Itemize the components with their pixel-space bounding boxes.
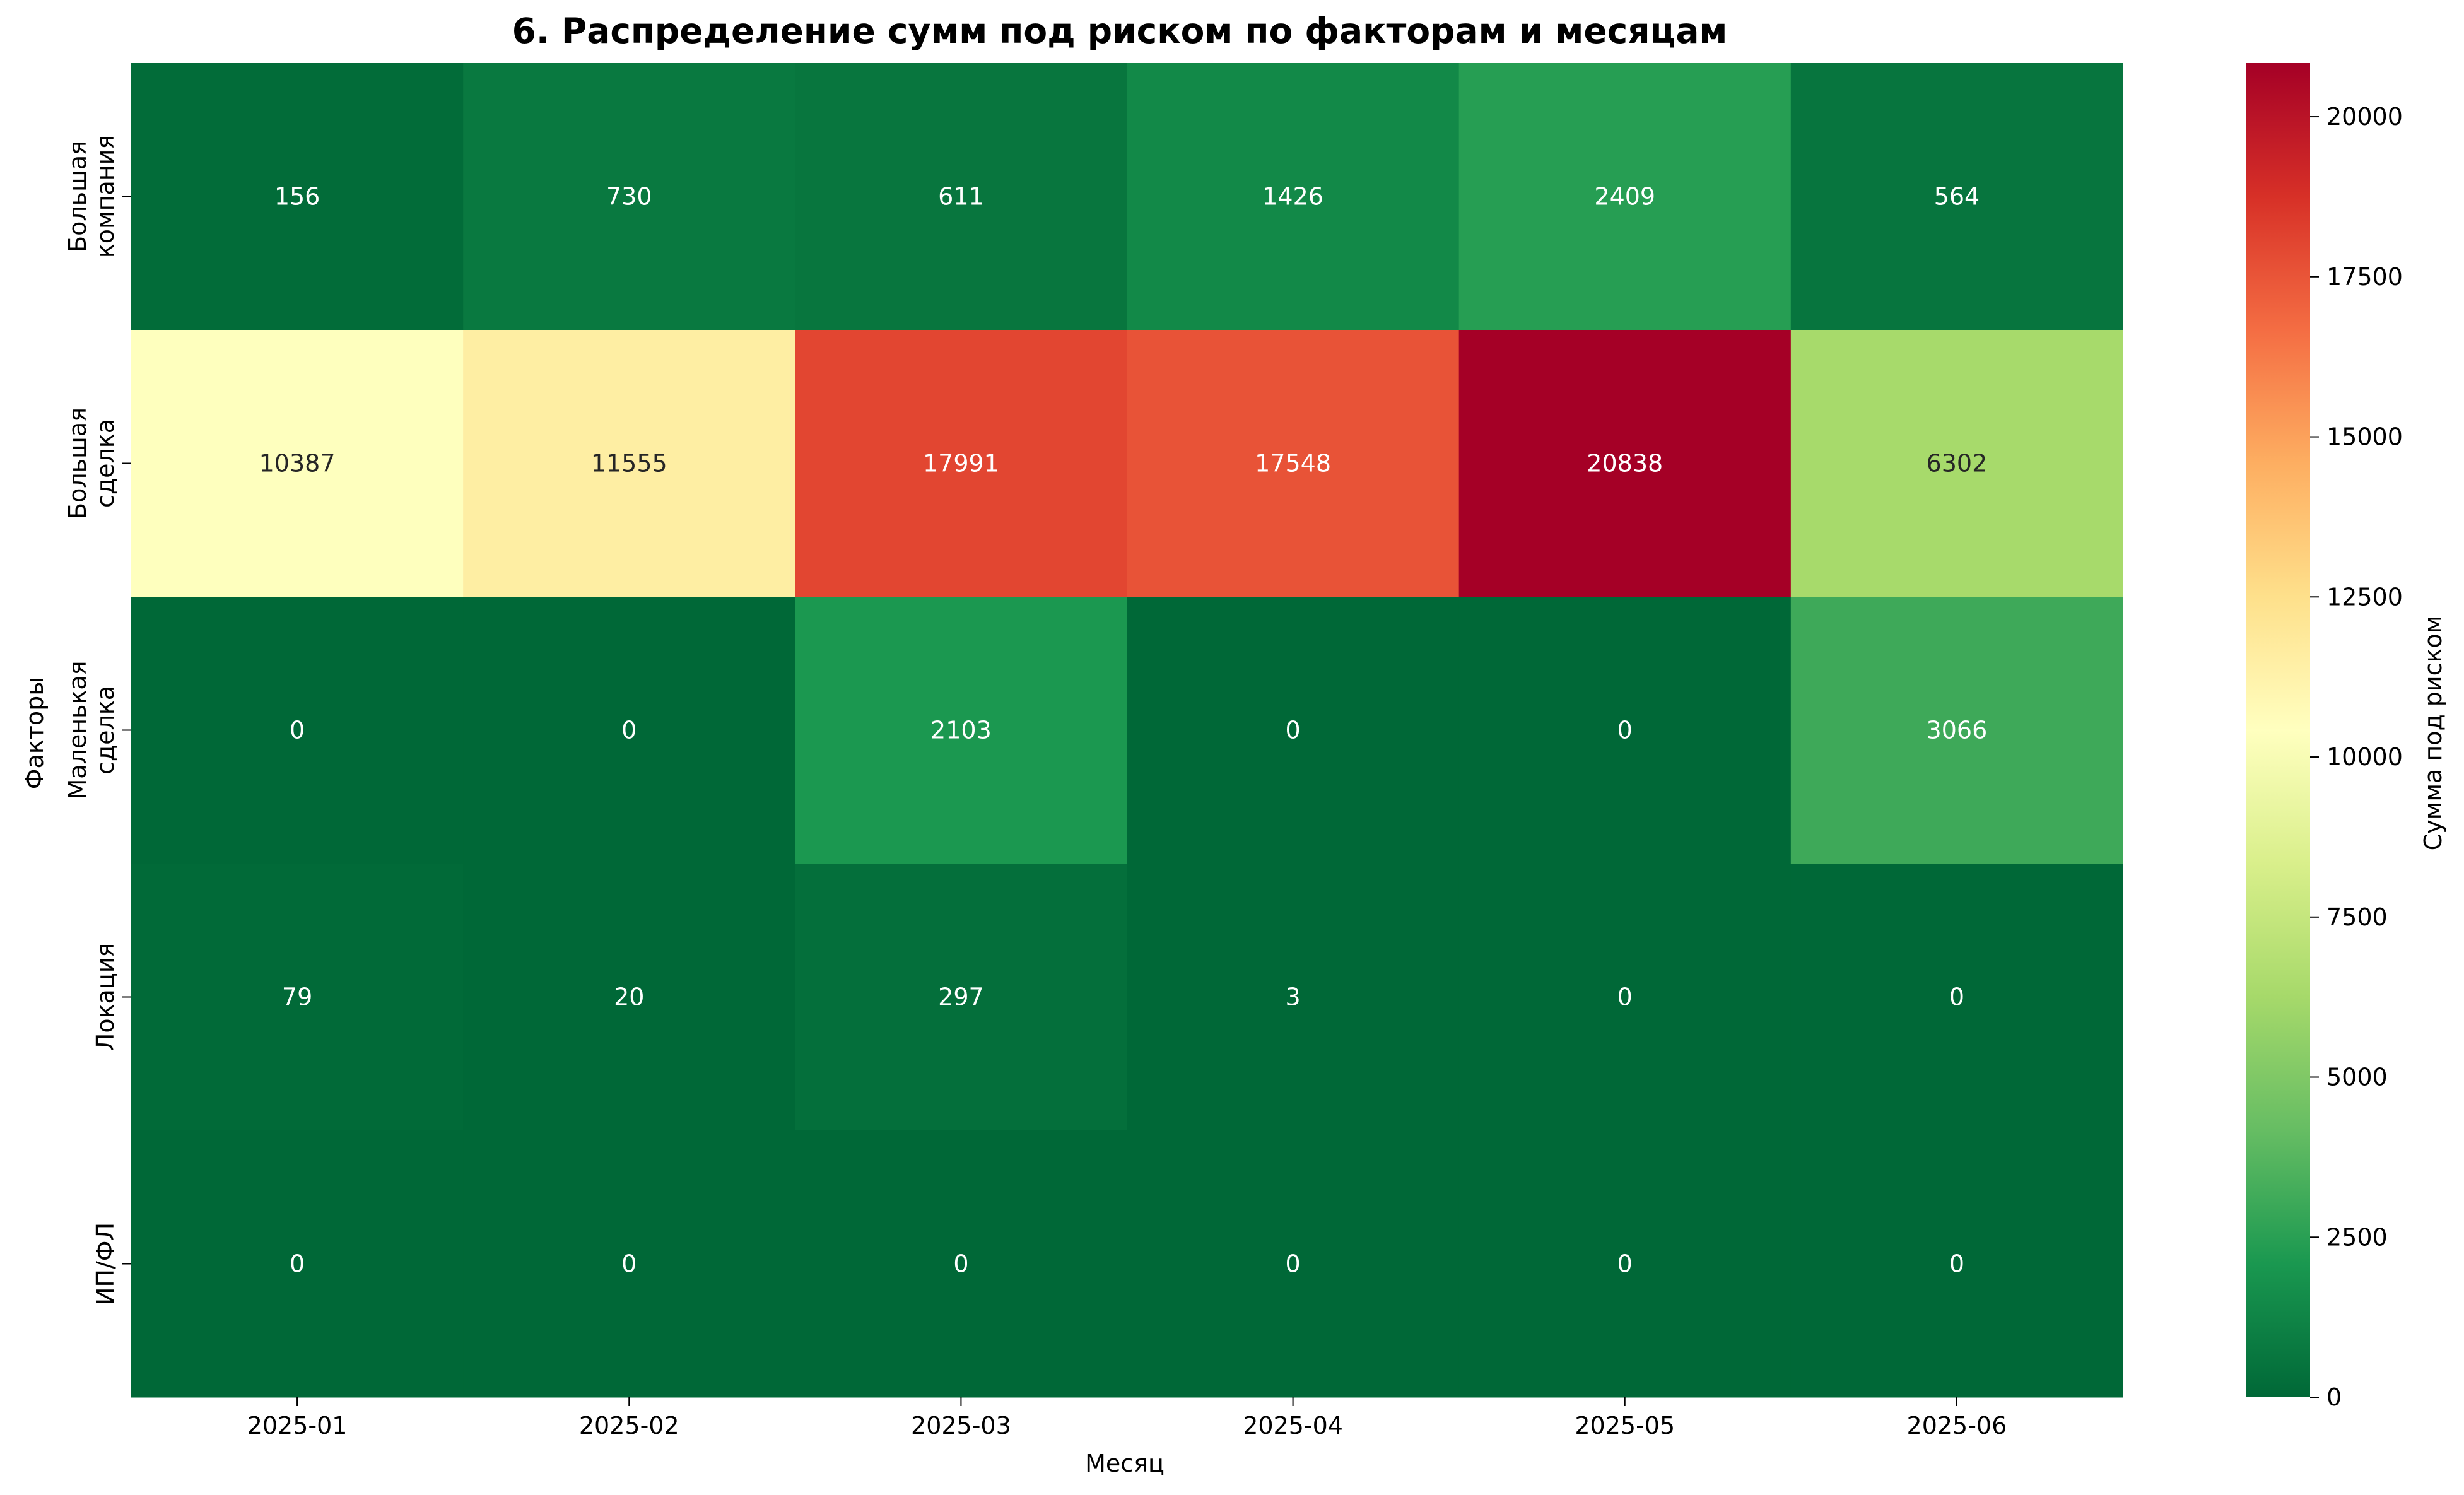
heatmap-cell [1458, 864, 1792, 1131]
heatmap-cell [131, 864, 464, 1131]
colorbar: 0 2500 5000 7500 10000 12500 15000 17500 20000 [2246, 63, 2403, 1411]
heatmap-cell [1790, 330, 2123, 597]
y-axis-label: Факторы [21, 677, 49, 789]
cell-value-label: 3066 [1927, 717, 1988, 744]
heatmap-cell [1790, 1130, 2123, 1398]
cell-value-label: 0 [1617, 983, 1633, 1011]
y-tick-label: Большая [64, 141, 91, 252]
cell-value-label: 0 [1949, 1250, 1964, 1278]
heatmap-cell [1127, 597, 1460, 864]
heatmap-cell [131, 63, 464, 331]
heatmap-cell [1458, 63, 1792, 331]
cell-value-label: 0 [1617, 1250, 1633, 1278]
heatmap-cell [1790, 864, 2123, 1131]
heatmap-cell [1458, 1130, 1792, 1398]
cell-value-label: 0 [290, 717, 305, 744]
cell-value-label: 297 [938, 983, 984, 1011]
heatmap-cell [1790, 597, 2123, 864]
y-tick-label: Большая [64, 407, 91, 519]
heatmap-cell [463, 63, 795, 331]
cell-value-label: 0 [1285, 1250, 1300, 1278]
cell-value-label: 2103 [930, 717, 992, 744]
heatmap-cell [1127, 864, 1460, 1131]
cell-value-label: 564 [1934, 183, 1980, 211]
heatmap-cell [795, 597, 1127, 864]
colorbar-tick-label: 10000 [2326, 743, 2403, 771]
heatmap-cells: 156 730 611 1426 2409 564 10387 11555 17991 17548… [131, 63, 2123, 1398]
cell-value-label: 2409 [1594, 183, 1655, 211]
cell-value-label: 0 [1285, 717, 1300, 744]
cell-value-label: 0 [290, 1250, 305, 1278]
heatmap-cell [463, 1130, 795, 1398]
heatmap-cell [131, 330, 464, 597]
x-tick-label: 2025-03 [911, 1412, 1011, 1439]
heatmap-cell [131, 597, 464, 864]
colorbar-tick-label: 15000 [2326, 423, 2403, 451]
cell-value-label: 17548 [1255, 450, 1331, 478]
colorbar-tick-label: 20000 [2326, 103, 2403, 131]
colorbar-tick-label: 0 [2326, 1383, 2342, 1411]
colorbar-tick-label: 17500 [2326, 263, 2403, 291]
colorbar-tick-label: 12500 [2326, 583, 2403, 611]
colorbar-tick-label: 7500 [2326, 903, 2388, 931]
x-axis: 2025-01 2025-02 2025-03 2025-04 2025-05 2025-… [247, 1397, 2007, 1439]
x-tick-label: 2025-02 [579, 1412, 679, 1439]
cell-value-label: 0 [621, 1250, 637, 1278]
cell-value-label: 10387 [259, 450, 336, 478]
heatmap-cell [795, 1130, 1127, 1398]
cell-value-label: 0 [621, 717, 637, 744]
cell-value-label: 3 [1285, 983, 1300, 1011]
heatmap-cell [131, 1130, 464, 1398]
cell-value-label: 20838 [1587, 450, 1663, 478]
heatmap-cell [463, 597, 795, 864]
heatmap-cell [795, 330, 1127, 597]
cell-value-label: 20 [614, 983, 644, 1011]
chart-title: 6. Распределение сумм под риском по факт… [512, 11, 1728, 51]
cell-value-label: 0 [1617, 717, 1633, 744]
x-axis-label: Месяц [1085, 1450, 1165, 1477]
heatmap-cell [795, 864, 1127, 1131]
y-tick-label: Локация [91, 943, 119, 1051]
cell-value-label: 611 [938, 183, 984, 211]
cell-value-label: 730 [606, 183, 652, 211]
y-tick-label: сделка [91, 419, 119, 508]
heatmap-cell [795, 63, 1127, 331]
x-tick-label: 2025-06 [1907, 1412, 2007, 1439]
heatmap-cell [1127, 330, 1460, 597]
heatmap-cell [1127, 1130, 1460, 1398]
x-tick-label: 2025-05 [1575, 1412, 1675, 1439]
colorbar-gradient [2246, 63, 2310, 1397]
heatmap-cell [1790, 63, 2123, 331]
y-tick-label: компания [91, 135, 119, 258]
heatmap-cell [1458, 330, 1792, 597]
x-tick-label: 2025-04 [1243, 1412, 1343, 1439]
cell-value-label: 6302 [1927, 450, 1988, 478]
y-tick-label: сделка [91, 686, 119, 775]
cell-value-label: 1426 [1262, 183, 1323, 211]
cell-value-label: 0 [1949, 983, 1964, 1011]
heatmap-cell [1127, 63, 1460, 331]
y-tick-label: Маленькая [64, 660, 91, 799]
colorbar-label: Сумма под риском [2419, 616, 2447, 851]
colorbar-tick-label: 2500 [2326, 1223, 2388, 1251]
x-tick-label: 2025-01 [247, 1412, 348, 1439]
y-tick-label: ИП/ФЛ [91, 1222, 119, 1305]
heatmap-cell [463, 330, 795, 597]
cell-value-label: 156 [274, 183, 320, 211]
cell-value-label: 0 [953, 1250, 968, 1278]
cell-value-label: 79 [282, 983, 312, 1011]
cell-value-label: 17991 [923, 450, 999, 478]
heatmap-cell [1458, 597, 1792, 864]
cell-value-label: 11555 [591, 450, 667, 478]
colorbar-tick-label: 5000 [2326, 1064, 2388, 1091]
heatmap-cell [463, 864, 795, 1131]
